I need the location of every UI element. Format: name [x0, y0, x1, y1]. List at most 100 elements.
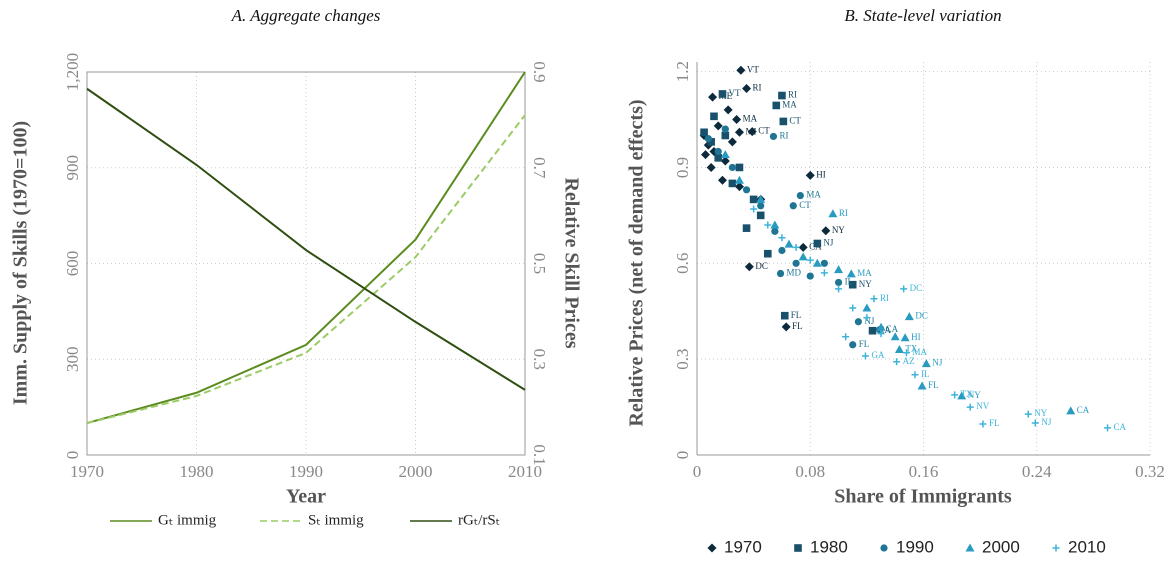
point: [806, 256, 814, 264]
x-tick-label: 1970: [70, 462, 104, 481]
x-axis-label: Share of Immigrants: [834, 486, 1012, 508]
x-tick-label: 0.32: [1135, 462, 1165, 481]
point: [834, 265, 844, 274]
point: [861, 352, 869, 360]
point-label: TX: [905, 344, 917, 354]
legend-label: 1970: [724, 537, 762, 556]
y-tick-label: 1,200: [63, 53, 82, 91]
point: [734, 127, 744, 137]
y2-tick-label: 0.9: [530, 61, 549, 82]
point: [713, 121, 723, 131]
point: [735, 163, 744, 172]
point: [848, 280, 857, 289]
point-label: TX: [961, 389, 973, 399]
point: [736, 65, 746, 75]
point: [749, 195, 758, 204]
legend-label: 2010: [1068, 537, 1106, 556]
point: [812, 258, 822, 267]
point: [1104, 424, 1112, 432]
line: [86, 114, 526, 425]
point: [863, 314, 871, 322]
point: [966, 403, 974, 411]
point: [893, 358, 901, 366]
point: [764, 221, 772, 229]
point: [727, 137, 737, 147]
point: [757, 202, 765, 210]
point: [778, 246, 786, 255]
point-label: CA: [1077, 405, 1090, 415]
y-tick-label: 900: [63, 155, 82, 181]
point-label: CA: [879, 325, 892, 335]
point: [784, 239, 794, 248]
point-label: NV: [976, 401, 989, 411]
point: [776, 269, 785, 278]
point: [904, 312, 914, 321]
point: [846, 269, 856, 278]
point: [723, 105, 733, 115]
y2-axis-label: Relative Skill Prices: [560, 177, 582, 348]
point: [742, 84, 752, 94]
point: [732, 115, 742, 125]
y-tick-label: 0: [673, 451, 692, 460]
point: [798, 242, 808, 252]
legend-swatch: [965, 543, 975, 552]
point: [728, 179, 737, 188]
point: [769, 132, 778, 141]
point: [921, 359, 931, 368]
line: [86, 87, 526, 391]
point-label: DC: [755, 261, 768, 271]
point-label: NJ: [823, 238, 833, 248]
point-label: NY: [832, 225, 845, 235]
point: [917, 381, 927, 390]
point-label: MA: [857, 268, 872, 278]
point: [779, 117, 788, 126]
point: [742, 186, 751, 194]
legend-label: 2000: [982, 537, 1020, 556]
point: [708, 92, 718, 102]
point: [854, 318, 862, 326]
point: [900, 285, 908, 293]
point-label: CA: [1114, 422, 1127, 432]
point: [707, 138, 715, 146]
point: [714, 154, 723, 162]
point-label: IL: [921, 369, 930, 379]
point: [834, 278, 843, 287]
point: [718, 90, 727, 98]
point: [805, 170, 815, 180]
point: [763, 249, 772, 258]
point: [792, 259, 800, 267]
point: [798, 252, 808, 261]
x-tick-label: 1980: [180, 462, 214, 481]
point-label: CA: [886, 324, 899, 334]
point-label: IL: [845, 277, 854, 287]
point: [714, 147, 722, 156]
point: [806, 272, 814, 280]
point: [870, 295, 878, 303]
point: [894, 345, 904, 354]
point-label: FL: [792, 321, 803, 331]
point-label: MA: [743, 114, 758, 124]
point: [821, 226, 831, 236]
point: [820, 269, 828, 277]
point: [951, 391, 959, 399]
point: [720, 156, 730, 166]
point: [750, 205, 758, 213]
point-label: NJ: [864, 316, 874, 326]
point: [700, 128, 708, 137]
y2-tick-label: 0.5: [530, 253, 549, 274]
point-label: MD: [787, 268, 802, 278]
x-tick-label: 2010: [508, 462, 542, 481]
point: [756, 211, 765, 220]
y-axis-label: Relative Prices (net of demand effects): [626, 99, 648, 426]
x-tick-label: 2000: [399, 462, 433, 481]
legend-swatch: [1052, 544, 1060, 552]
point-label: RI: [779, 131, 788, 141]
point: [876, 322, 886, 331]
point: [770, 220, 780, 229]
point: [979, 420, 987, 428]
point: [911, 371, 919, 379]
point: [720, 150, 730, 159]
point-label: FL: [791, 310, 802, 320]
point-label: NY: [968, 390, 981, 400]
point-label: CT: [758, 126, 770, 136]
